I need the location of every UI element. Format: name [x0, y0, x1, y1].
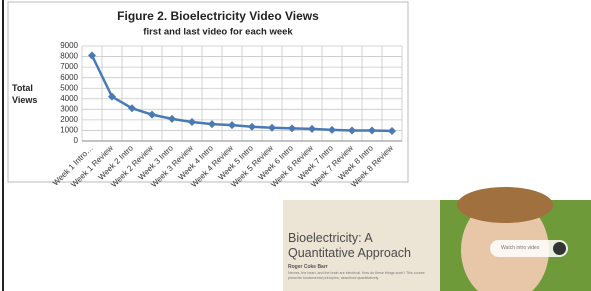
watch-button[interactable]: Watch intro video — [490, 240, 568, 257]
chart-subtitle: first and last video for each week — [143, 27, 293, 38]
y-tick-label: 7000 — [60, 62, 78, 71]
play-icon[interactable] — [553, 242, 566, 255]
y-tick-label: 4000 — [60, 94, 78, 103]
y-tick-label: 8000 — [60, 52, 78, 61]
y-tick-label: 3000 — [60, 104, 78, 113]
banner-description: Nerves, the heart, and the brain are ele… — [288, 271, 436, 280]
y-tick-label: 9000 — [60, 41, 78, 50]
y-tick-label: 5000 — [60, 83, 78, 92]
banner-author: Roger Coke Barr — [288, 264, 328, 270]
y-axis-label: Total Views — [12, 82, 48, 106]
page: Figure 2. Bioelectricity Video Views fir… — [0, 0, 591, 291]
chart-title: Figure 2. Bioelectricity Video Views — [117, 9, 319, 23]
watch-button-label[interactable]: Watch intro video — [501, 245, 539, 251]
y-tick-label: 6000 — [60, 73, 78, 82]
banner-title: Bioelectricity: A Quantitative Approach — [288, 231, 428, 261]
y-tick-label: 0 — [74, 136, 79, 145]
y-tick-label: 2000 — [60, 115, 78, 124]
photo-hair — [457, 187, 553, 223]
y-tick-label: 1000 — [60, 126, 78, 135]
